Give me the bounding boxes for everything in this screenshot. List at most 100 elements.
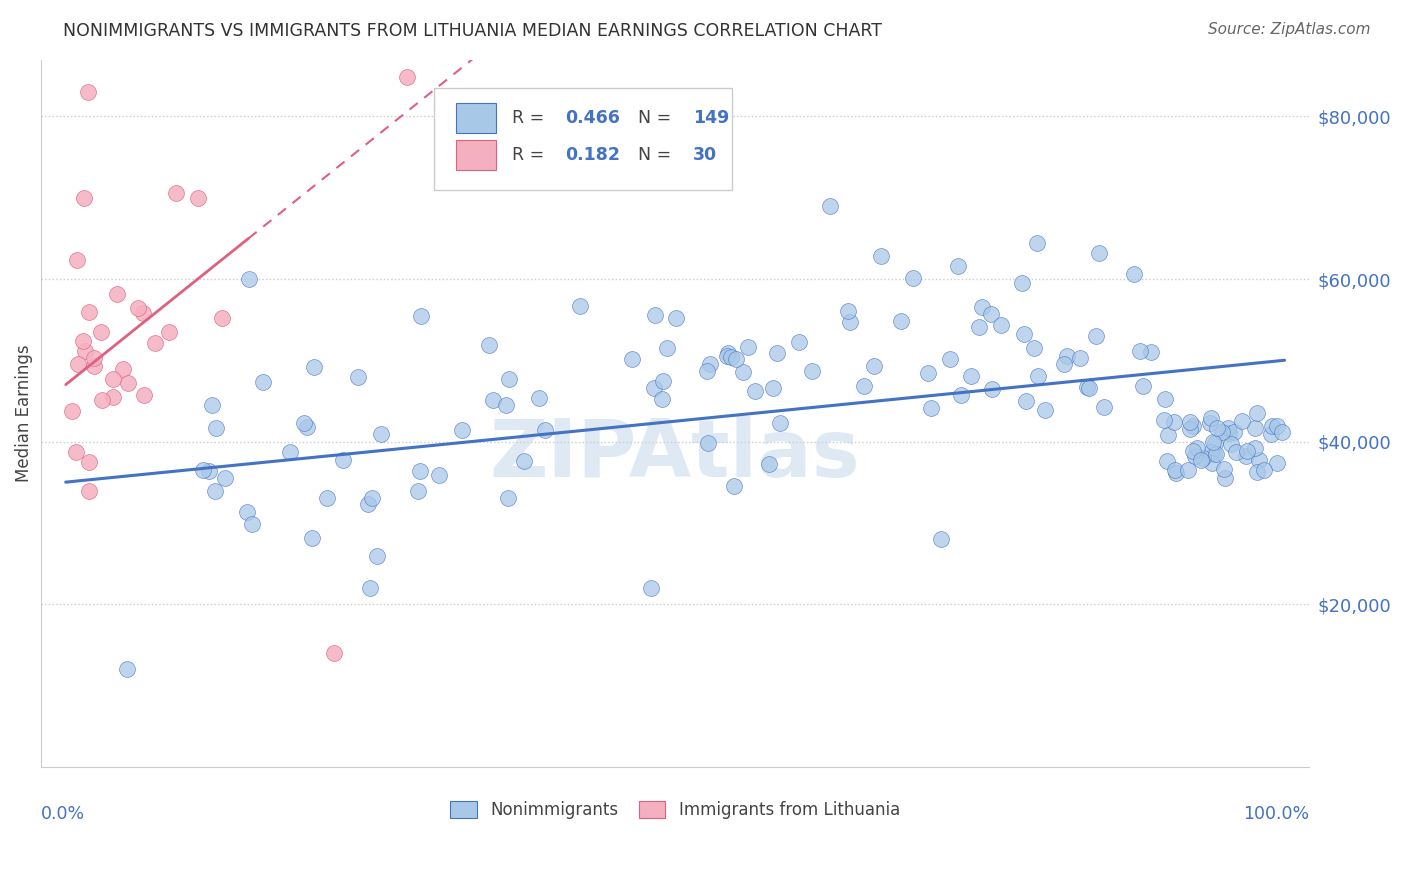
Point [238, 272, 260, 286]
Point [870, 249, 893, 263]
Point [644, 308, 666, 322]
Point [853, 379, 876, 393]
Point [322, 646, 344, 660]
Text: 0.466: 0.466 [565, 110, 620, 128]
Point [699, 358, 721, 372]
Point [938, 351, 960, 366]
Point [236, 505, 259, 519]
Point [427, 467, 450, 482]
Point [696, 364, 718, 378]
Point [165, 186, 187, 200]
Point [1185, 442, 1208, 456]
Point [366, 549, 388, 564]
Point [1247, 453, 1270, 467]
Point [1085, 329, 1108, 343]
Point [72, 334, 94, 348]
Point [1191, 452, 1213, 467]
Point [972, 301, 994, 315]
Point [211, 310, 233, 325]
Point [1069, 351, 1091, 365]
Point [1033, 403, 1056, 417]
Point [90, 325, 112, 339]
Point [1218, 421, 1240, 435]
Point [302, 359, 325, 374]
Point [1253, 463, 1275, 477]
Point [143, 335, 166, 350]
Point [513, 454, 536, 468]
Point [107, 287, 129, 301]
Point [1222, 425, 1244, 440]
Point [1087, 246, 1109, 260]
Text: R =: R = [512, 110, 550, 128]
Text: N =: N = [638, 146, 678, 164]
Text: 30: 30 [693, 146, 717, 164]
Point [332, 453, 354, 467]
Point [1154, 392, 1177, 407]
Point [252, 375, 274, 389]
Point [837, 304, 859, 318]
Point [197, 464, 219, 478]
Point [969, 319, 991, 334]
Point [737, 341, 759, 355]
Point [1011, 276, 1033, 290]
Point [1205, 421, 1227, 435]
Point [77, 305, 100, 319]
Point [1220, 437, 1243, 451]
Point [890, 313, 912, 327]
Point [665, 311, 688, 326]
Point [66, 357, 89, 371]
Point [1177, 463, 1199, 477]
Point [1199, 445, 1222, 459]
Point [1163, 415, 1185, 429]
Point [1076, 380, 1098, 394]
Point [733, 365, 755, 379]
Point [1199, 416, 1222, 430]
Point [79, 484, 101, 499]
Point [91, 393, 114, 408]
Point [568, 299, 591, 313]
Point [115, 662, 138, 676]
Point [83, 359, 105, 373]
Point [478, 338, 501, 352]
Point [481, 392, 503, 407]
Point [357, 497, 380, 511]
Text: NONIMMIGRANTS VS IMMIGRANTS FROM LITHUANIA MEDIAN EARNINGS CORRELATION CHART: NONIMMIGRANTS VS IMMIGRANTS FROM LITHUAN… [63, 22, 883, 40]
Text: N =: N = [638, 110, 678, 128]
Point [766, 346, 789, 360]
Point [1246, 406, 1268, 420]
Point [157, 325, 180, 339]
Text: Source: ZipAtlas.com: Source: ZipAtlas.com [1208, 22, 1371, 37]
Point [360, 491, 382, 506]
Point [533, 423, 555, 437]
Point [408, 484, 430, 499]
Point [297, 419, 319, 434]
Point [1053, 357, 1076, 371]
Point [1182, 444, 1205, 458]
Point [1265, 419, 1288, 434]
Point [1260, 419, 1282, 434]
Point [395, 70, 418, 84]
Point [1199, 411, 1222, 425]
Point [697, 436, 720, 450]
Point [1166, 466, 1188, 480]
Point [981, 382, 1004, 396]
Point [201, 398, 224, 412]
Point [315, 491, 337, 505]
Point [652, 374, 675, 388]
Point [1225, 445, 1247, 459]
Point [789, 334, 811, 349]
Point [1156, 454, 1178, 468]
Point [495, 398, 517, 412]
FancyBboxPatch shape [434, 88, 733, 190]
Point [720, 350, 742, 364]
Point [946, 259, 969, 273]
Point [818, 199, 841, 213]
Point [359, 581, 381, 595]
Point [1191, 450, 1213, 465]
Point [65, 444, 87, 458]
Point [762, 381, 785, 395]
Point [949, 388, 972, 402]
Point [204, 483, 226, 498]
Point [187, 191, 209, 205]
Point [643, 381, 665, 395]
